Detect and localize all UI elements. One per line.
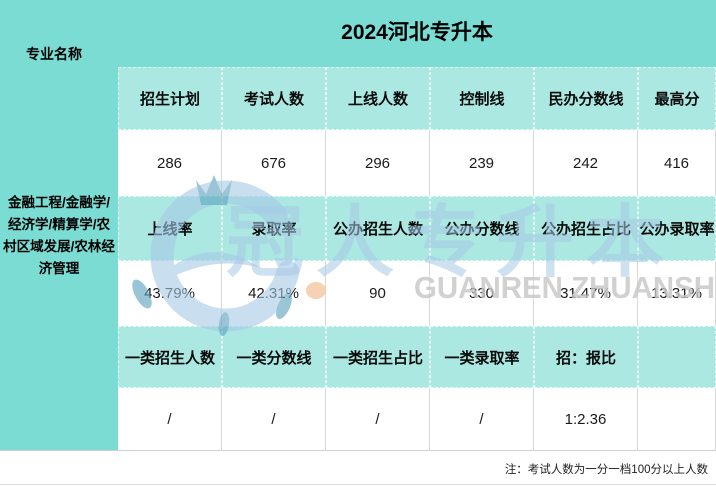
table-cell: 296 [326,130,430,196]
data-table: 招生计划 考试人数 上线人数 控制线 民办分数线 最高分 286 676 296… [118,67,716,450]
table-cell: 13.31% [638,261,716,326]
table-cell: 286 [118,130,222,196]
table-cell: 43.79% [118,261,222,326]
table-header-cell: 最高分 [638,67,716,130]
major-name: 金融工程/金融学/经济学/精算学/农村区域发展/农林经济管理 [3,195,115,276]
table-header-cell: 招：报比 [534,326,638,388]
table-header-cell: 一类分数线 [222,326,326,388]
table-header-cell: 控制线 [430,67,534,130]
table-cell: 239 [430,130,534,196]
page-title: 2024河北专升本 [341,21,493,44]
table-cell: 42.31% [222,261,326,326]
table-header-cell [638,326,716,388]
table-header-cell: 一类招生人数 [118,326,222,388]
table-header-cell: 招生计划 [118,67,222,130]
column-header-label: 专业名称 [26,46,82,62]
table-cell: / [326,388,430,450]
table-header-cell: 录取率 [222,196,326,261]
footnote-bar: 注：考试人数为一分一档100分以上人数 [0,450,716,486]
footnote: 注：考试人数为一分一档100分以上人数 [504,464,708,476]
table-cell: 330 [430,261,534,326]
table-header-cell: 公办招生占比 [534,196,638,261]
divider [0,484,716,485]
table-cell: 242 [534,130,638,196]
table-header-cell: 上线率 [118,196,222,261]
table-cell: 31.47% [534,261,638,326]
table-cell: / [222,388,326,450]
table-header-cell: 考试人数 [222,67,326,130]
table-header-cell: 公办录取率 [638,196,716,261]
table-cell: / [118,388,222,450]
table-cell: 676 [222,130,326,196]
table-cell: 416 [638,130,716,196]
table-header-cell: 公办招生人数 [326,196,430,261]
table-cell [638,388,716,450]
table-header-cell: 一类录取率 [430,326,534,388]
table-cell: 90 [326,261,430,326]
table-header-cell: 一类招生占比 [326,326,430,388]
table-cell: / [430,388,534,450]
table-cell: 1:2.36 [534,388,638,450]
table-header-cell: 公办分数线 [430,196,534,261]
table-header-cell: 民办分数线 [534,67,638,130]
table-header-cell: 上线人数 [326,67,430,130]
